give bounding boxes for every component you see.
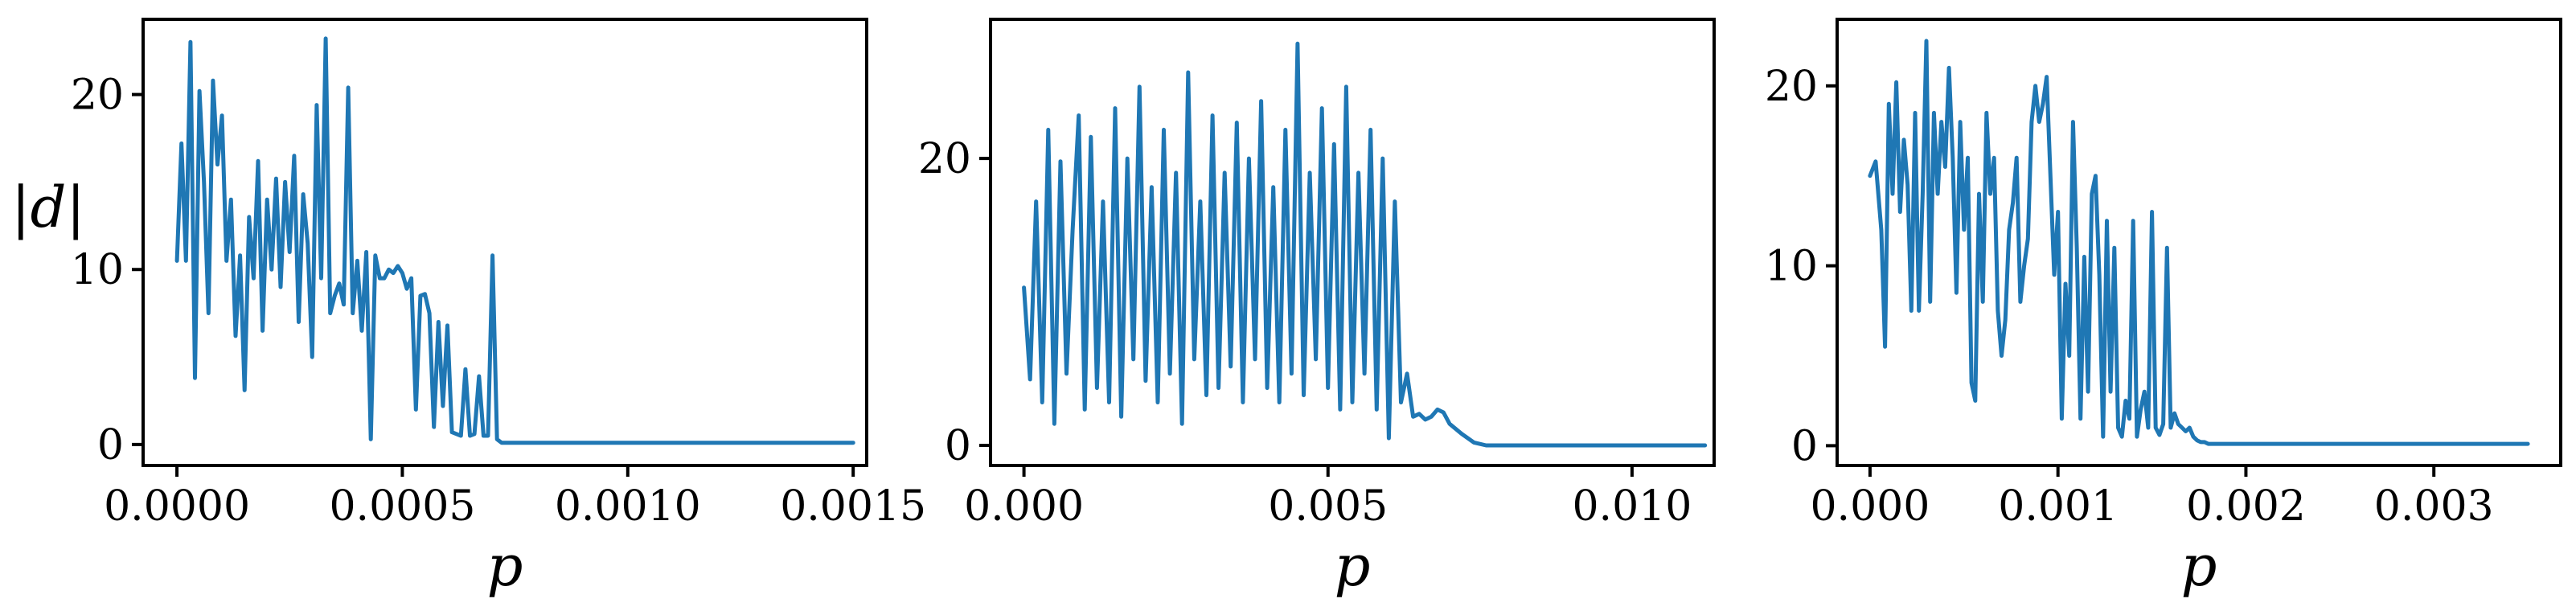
x-tick-label: 0.003 [2374, 482, 2494, 531]
x-axis-label-3: p [2181, 533, 2217, 599]
plot-frame-3 [1836, 18, 2562, 467]
plot-frame-2 [989, 18, 1716, 467]
y-tick-label: 20 [71, 72, 124, 120]
x-axis-label-1: p [487, 533, 523, 599]
panel-3: 0.000 0.001 0.002 0.003 0 10 20 p [1765, 18, 2562, 599]
panel-1: 0.0000 0.0005 0.0010 0.0015 0 10 20 p |d| [11, 18, 926, 599]
x-tick-label: 0.001 [1998, 482, 2118, 531]
series-line-3 [1868, 39, 2530, 446]
series-line-1 [174, 36, 855, 445]
x-ticks-3: 0.000 0.001 0.002 0.003 [1810, 465, 2494, 531]
panel-2: 0.000 0.005 0.010 0 20 p [918, 18, 1716, 599]
y-tick-label: 0 [1791, 422, 1818, 470]
x-tick-label: 0.005 [1268, 482, 1388, 531]
y-tick-label: 20 [918, 135, 971, 183]
x-tick-label: 0.0010 [555, 482, 701, 531]
x-tick-label: 0.000 [964, 482, 1084, 531]
x-tick-label: 0.0000 [104, 482, 250, 531]
y-tick-label: 20 [1765, 63, 1818, 111]
plot-frame-1 [142, 18, 868, 467]
y-axis-label-1: |d| [11, 174, 85, 240]
x-tick-label: 0.002 [2186, 482, 2306, 531]
x-axis-label-2: p [1335, 533, 1371, 599]
x-ticks-2: 0.000 0.005 0.010 [964, 465, 1692, 531]
y-tick-label: 0 [97, 421, 124, 470]
y-tick-label: 10 [1765, 243, 1818, 291]
x-tick-label: 0.000 [1810, 482, 1930, 531]
y-ticks-3: 0 10 20 [1765, 63, 1837, 470]
x-tick-label: 0.010 [1572, 482, 1692, 531]
x-ticks-1: 0.0000 0.0005 0.0010 0.0015 [104, 465, 926, 531]
x-tick-label: 0.0005 [329, 482, 475, 531]
series-line-2 [1022, 41, 1708, 448]
y-ticks-1: 0 10 20 [71, 72, 143, 470]
y-ticks-2: 0 20 [918, 135, 991, 470]
y-tick-label: 0 [945, 422, 971, 470]
x-tick-label: 0.0015 [780, 482, 926, 531]
y-tick-label: 10 [71, 246, 124, 294]
